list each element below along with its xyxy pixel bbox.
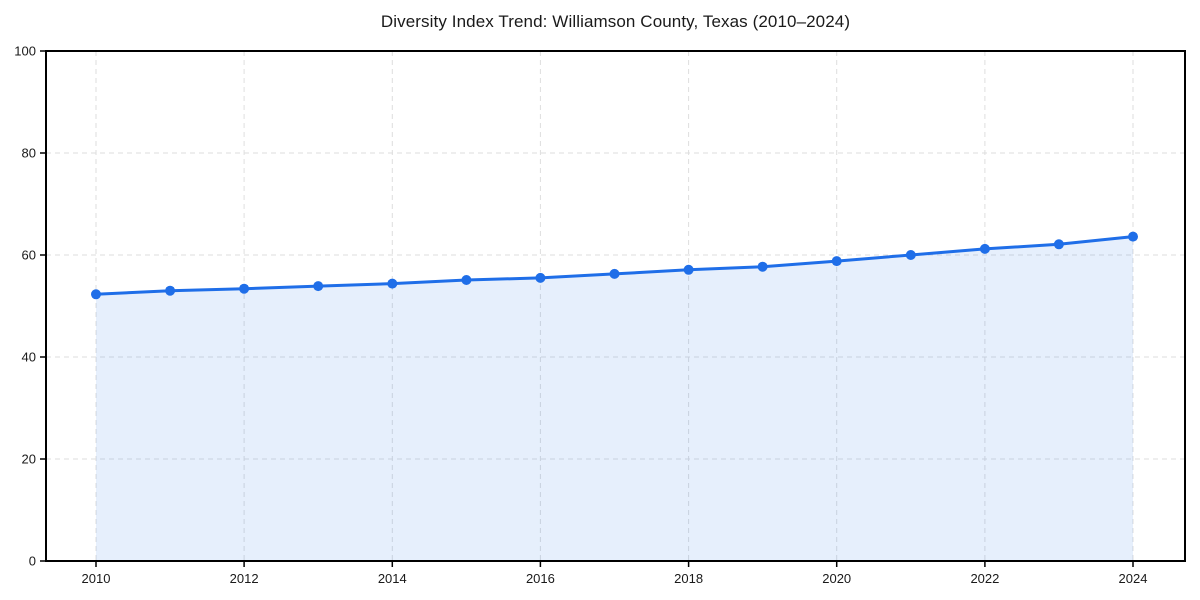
x-axis-tick-label: 2016 <box>526 571 555 586</box>
data-point-2018 <box>683 264 694 275</box>
plot-border <box>45 50 1186 562</box>
data-point-2016 <box>535 272 546 283</box>
data-point-2014 <box>387 278 398 289</box>
x-axis-tick-label: 2018 <box>674 571 703 586</box>
data-point-2010 <box>91 289 101 300</box>
x-axis-tick-label: 2012 <box>230 571 259 586</box>
data-point-2024 <box>1128 231 1138 242</box>
data-point-2023 <box>1053 239 1064 250</box>
y-axis-tick-label: 20 <box>22 452 36 467</box>
y-axis-tick-label: 0 <box>29 554 36 569</box>
x-axis-tick-label: 2024 <box>1119 571 1148 586</box>
y-axis-tick-label: 80 <box>22 146 36 161</box>
data-point-2015 <box>461 275 472 285</box>
data-point-2019 <box>757 261 768 272</box>
data-point-2021 <box>905 250 916 260</box>
x-axis-tick-label: 2014 <box>378 571 407 586</box>
y-axis-tick-label: 60 <box>22 248 36 263</box>
data-point-2012 <box>239 283 250 294</box>
data-point-2022 <box>979 243 990 254</box>
y-axis-tick-label: 40 <box>22 350 36 365</box>
x-axis-tick-label: 2020 <box>822 571 851 586</box>
y-axis-tick-label: 100 <box>14 44 36 59</box>
data-point-2013 <box>313 281 324 292</box>
x-axis-tick-label: 2010 <box>82 571 111 586</box>
data-point-2011 <box>165 285 176 296</box>
chart-title: Diversity Index Trend: Williamson County… <box>380 12 851 31</box>
data-point-2020 <box>831 256 842 267</box>
x-axis-tick-label: 2022 <box>970 571 999 586</box>
data-point-2017 <box>609 268 620 279</box>
area-fill <box>96 236 1133 561</box>
